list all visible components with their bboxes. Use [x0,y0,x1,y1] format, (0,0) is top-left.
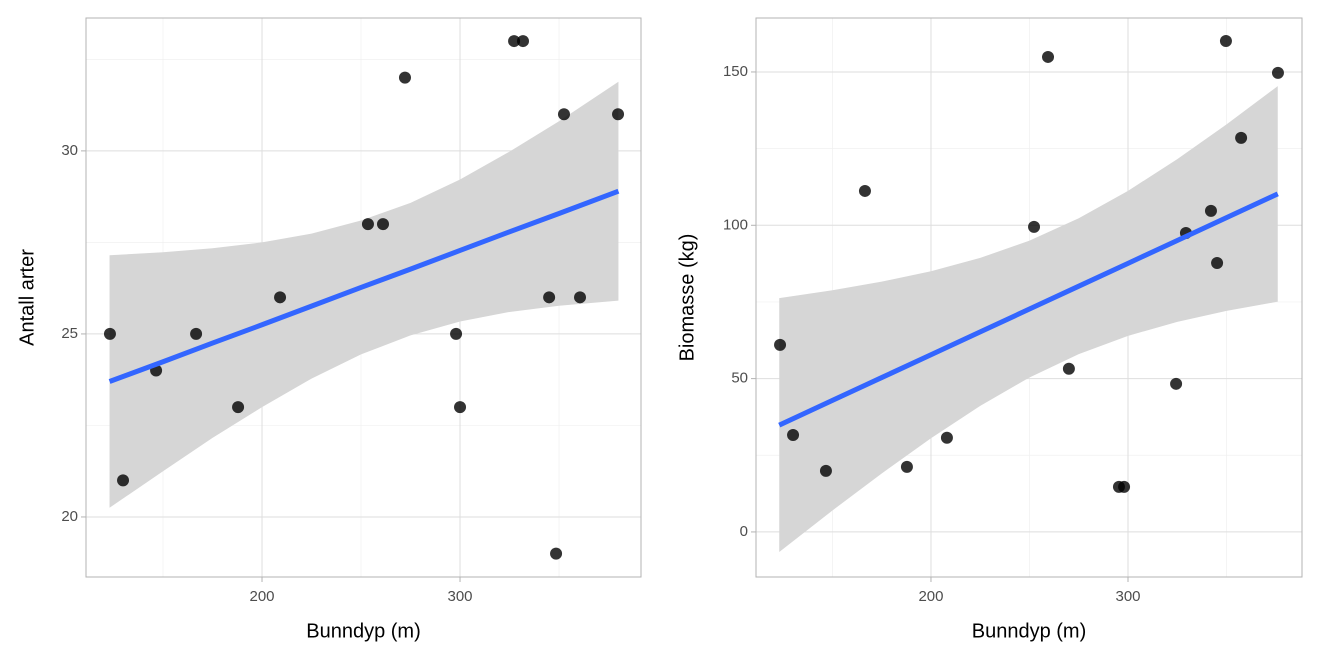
point [274,291,287,304]
point [232,401,245,414]
confidence-band [109,81,619,508]
point [819,464,832,477]
point [557,108,570,121]
point [858,184,871,197]
y-tick-label: 50 [731,370,748,387]
point [1118,480,1131,493]
x-axis-title: Bunndyp (m) [972,620,1087,642]
point [1170,377,1183,390]
point [1042,50,1055,63]
y-tick-label: 20 [61,508,78,525]
fit-line [108,188,620,384]
panel-border [755,17,1303,578]
y-axis-title: Biomasse (kg) [676,234,698,362]
point [550,547,563,560]
point [1211,257,1224,270]
point [1204,204,1217,217]
point [508,35,521,48]
point [1062,362,1075,375]
confidence-band [779,86,1278,553]
fit-line [778,191,1279,428]
point [543,291,556,304]
x-axis-title: Bunndyp (m) [306,620,421,642]
point [787,429,800,442]
panel-border [85,17,642,578]
point [450,327,463,340]
point [117,474,130,487]
point [454,401,467,414]
x-tick-label: 300 [1115,588,1140,605]
point [516,35,529,48]
point [1219,34,1232,47]
y-tick-label: 100 [723,216,748,233]
point [900,460,913,473]
y-tick-label: 30 [61,142,78,159]
point [574,291,587,304]
point [774,338,787,351]
point [1235,131,1248,144]
point [1028,220,1041,233]
point [361,218,374,231]
point [612,108,625,121]
y-axis-title: Antall arter [16,249,38,346]
point [940,431,953,444]
y-tick-label: 150 [723,63,748,80]
point [377,218,390,231]
point [103,327,116,340]
y-tick-label: 25 [61,325,78,342]
point [190,327,203,340]
x-tick-label: 200 [918,588,943,605]
point [1271,66,1284,79]
point [398,71,411,84]
y-tick-label: 0 [740,523,748,540]
x-tick-label: 200 [250,588,275,605]
x-tick-label: 300 [448,588,473,605]
